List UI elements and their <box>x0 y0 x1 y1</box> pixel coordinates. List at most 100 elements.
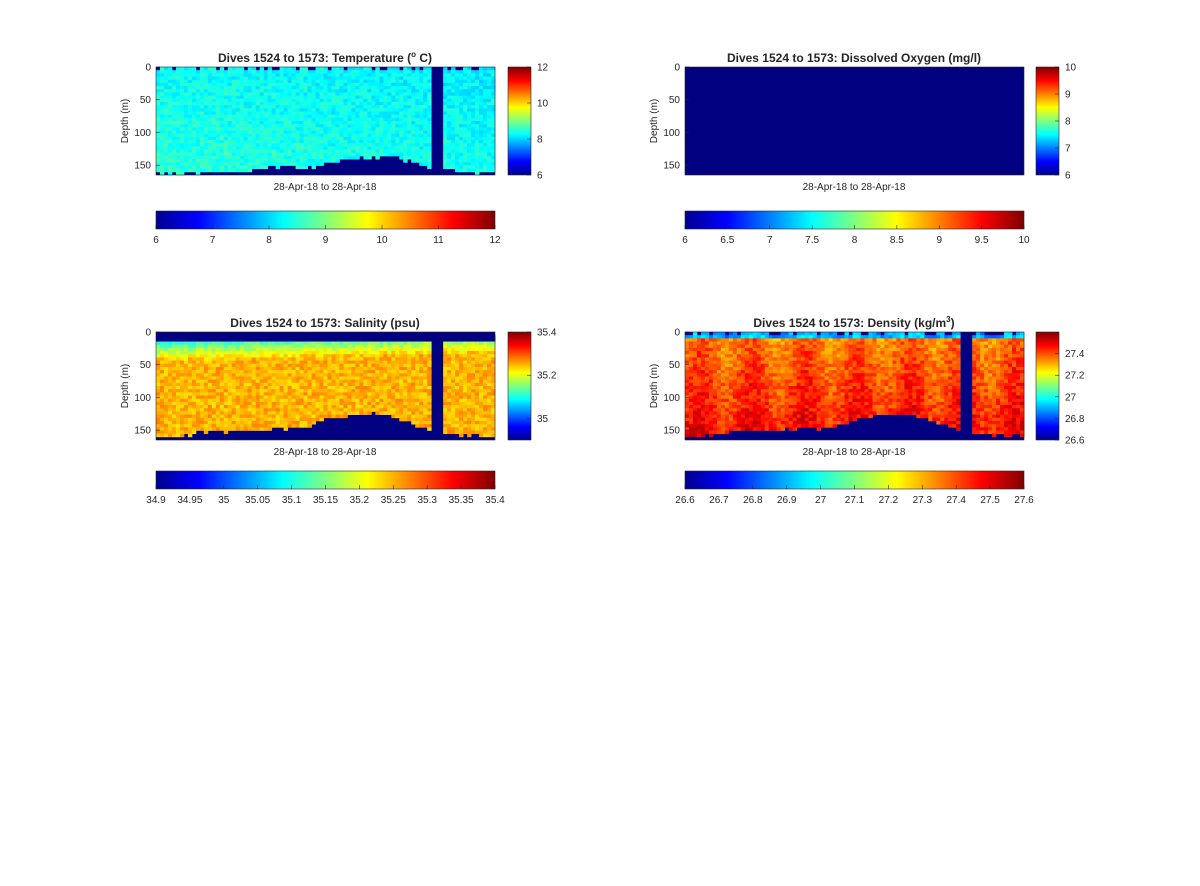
x-axis-label: 28-Apr-18 to 28-Apr-18 <box>274 447 377 458</box>
colorbar-tick-label: 7 <box>210 235 216 246</box>
colorbar-tick-label: 6 <box>1065 171 1071 182</box>
colorbar-tick-label: 35.4 <box>537 328 557 339</box>
y-tick-label: 50 <box>669 95 681 106</box>
x-axis-label: 28-Apr-18 to 28-Apr-18 <box>803 182 906 193</box>
colorbar-vertical-ticks: 6 8 10 12 <box>527 63 549 182</box>
colorbar-tick-label: 26.6 <box>1065 436 1085 447</box>
colorbar-tick-label: 35 <box>218 495 230 506</box>
plot-frame <box>684 66 1025 176</box>
colorbar-tick-label: 34.9 <box>146 495 166 506</box>
plot-frame <box>155 66 496 176</box>
y-tick-label: 100 <box>663 128 680 139</box>
colorbar-tick-label: 35.2 <box>350 495 370 506</box>
y-tick-label: 100 <box>134 128 151 139</box>
colorbar-tick-label: 12 <box>489 235 501 246</box>
y-axis-label: Depth (m) <box>120 99 131 143</box>
colorbar-tick-label: 9 <box>1065 90 1071 101</box>
colorbar-tick-label: 8 <box>266 235 272 246</box>
y-tick-label: 100 <box>663 393 680 404</box>
panel-temperature: Dives 1524 to 1573: Temperature (o C) 0 5… <box>120 50 549 246</box>
y-axis-label: Depth (m) <box>120 364 131 408</box>
colorbar-tick-label: 27.2 <box>879 495 899 506</box>
colorbar-tick-label: 27.6 <box>1014 495 1034 506</box>
plot-frame <box>155 331 496 441</box>
colorbar-tick-label: 27.2 <box>1065 371 1085 382</box>
colorbar-tick-label: 35.1 <box>282 495 302 506</box>
plot-frame <box>684 331 1025 441</box>
colorbar-tick-label: 35.25 <box>381 495 406 506</box>
colorbar-tick-label: 10 <box>537 99 549 110</box>
heatmap-field <box>156 332 496 440</box>
colorbar-vertical <box>507 331 532 441</box>
y-tick-label: 50 <box>669 360 681 371</box>
colorbar-tick-label: 27.3 <box>913 495 933 506</box>
y-tick-label: 0 <box>674 328 680 339</box>
colorbar-tick-label: 10 <box>1018 235 1030 246</box>
colorbar-horizontal-ticks: 6 6.5 7 7.5 8 8.5 9 9.5 10 <box>682 225 1030 246</box>
panel-title: Dives 1524 to 1573: Dissolved Oxygen (mg… <box>727 51 981 65</box>
colorbar-tick-label: 9.5 <box>975 235 989 246</box>
colorbar-tick-label: 35.4 <box>485 495 505 506</box>
colorbar-tick-label: 8 <box>1065 117 1071 128</box>
colorbar-tick-label: 7 <box>1065 144 1071 155</box>
colorbar-tick-label: 26.6 <box>675 495 695 506</box>
colorbar-vertical <box>507 66 532 176</box>
colorbar-tick-label: 6 <box>682 235 688 246</box>
panel-salinity: Dives 1524 to 1573: Salinity (psu) 0 50 10… <box>120 316 557 506</box>
x-axis-label: 28-Apr-18 to 28-Apr-18 <box>274 182 377 193</box>
colorbar-tick-label: 26.9 <box>777 495 797 506</box>
colorbar-tick-label: 12 <box>537 63 549 74</box>
colorbar-tick-label: 11 <box>433 235 444 246</box>
colorbar-tick-label: 9 <box>323 235 329 246</box>
colorbar-tick-label: 26.8 <box>1065 414 1085 425</box>
y-axis-ticks: 0 50 100 150 <box>663 328 689 437</box>
colorbar-horizontal-ticks: 34.9 34.95 35 35.05 35.1 35.15 35.2 35.25 35.3 35… <box>146 485 505 506</box>
colorbar-tick-label: 10 <box>1065 63 1077 74</box>
colorbar-tick-label: 27.4 <box>946 495 966 506</box>
heatmap-field <box>685 332 1025 440</box>
y-tick-label: 150 <box>663 161 680 172</box>
colorbar-tick-label: 26.7 <box>709 495 729 506</box>
colorbar-tick-label: 27.5 <box>980 495 1000 506</box>
y-tick-label: 150 <box>134 426 151 437</box>
colorbar-vertical-ticks: 35 35.2 35.4 <box>527 328 557 425</box>
colorbar-horizontal-ticks: 26.6 26.7 26.8 26.9 27 27.1 27.2 27.3 27.4 27.5 27… <box>675 485 1034 506</box>
colorbar-tick-label: 35.2 <box>537 371 557 382</box>
colorbar-vertical-ticks: 6 7 8 9 10 <box>1055 63 1077 182</box>
y-axis-ticks: 0 50 100 150 <box>134 63 160 172</box>
panel-title: Dives 1524 to 1573: Density (kg/m3) <box>753 315 954 330</box>
y-tick-label: 50 <box>140 360 152 371</box>
colorbar-tick-label: 26.8 <box>743 495 763 506</box>
colorbar-tick-label: 27.1 <box>845 495 865 506</box>
heatmap-field <box>156 67 496 176</box>
colorbar-tick-label: 35.15 <box>313 495 338 506</box>
colorbar-tick-label: 6.5 <box>720 235 734 246</box>
colorbar-tick-label: 8.5 <box>890 235 904 246</box>
heatmap-field <box>685 67 1024 175</box>
y-tick-label: 0 <box>145 63 151 74</box>
colorbar-tick-label: 34.95 <box>177 495 202 506</box>
colorbar-vertical-ticks: 26.6 26.8 27 27.2 27.4 <box>1055 349 1085 447</box>
colorbar-tick-label: 10 <box>376 235 388 246</box>
y-tick-label: 150 <box>663 426 680 437</box>
colorbar-tick-label: 9 <box>936 235 942 246</box>
colorbar-tick-label: 6 <box>537 171 543 182</box>
y-tick-label: 100 <box>134 393 151 404</box>
panel-title: Dives 1524 to 1573: Salinity (psu) <box>230 316 419 330</box>
colorbar-tick-label: 35.35 <box>449 495 474 506</box>
x-axis-label: 28-Apr-18 to 28-Apr-18 <box>803 447 906 458</box>
colorbar-vertical <box>1035 331 1060 441</box>
colorbar-tick-label: 8 <box>537 135 543 146</box>
colorbar-horizontal-ticks: 6 7 8 9 10 11 12 <box>153 225 501 246</box>
colorbar-tick-label: 7 <box>767 235 773 246</box>
y-tick-label: 0 <box>145 328 151 339</box>
colorbar-tick-label: 35.3 <box>417 495 437 506</box>
colorbar-tick-label: 7.5 <box>805 235 819 246</box>
colorbar-tick-label: 35.05 <box>245 495 270 506</box>
colorbar-tick-label: 8 <box>852 235 858 246</box>
panel-density: Dives 1524 to 1573: Density (kg/m3) 0 50 1… <box>649 315 1085 506</box>
y-tick-label: 150 <box>134 161 151 172</box>
panel-dissolved-oxygen: Dives 1524 to 1573: Dissolved Oxygen (mg… <box>649 51 1077 246</box>
y-axis-ticks: 0 50 100 150 <box>663 63 689 172</box>
